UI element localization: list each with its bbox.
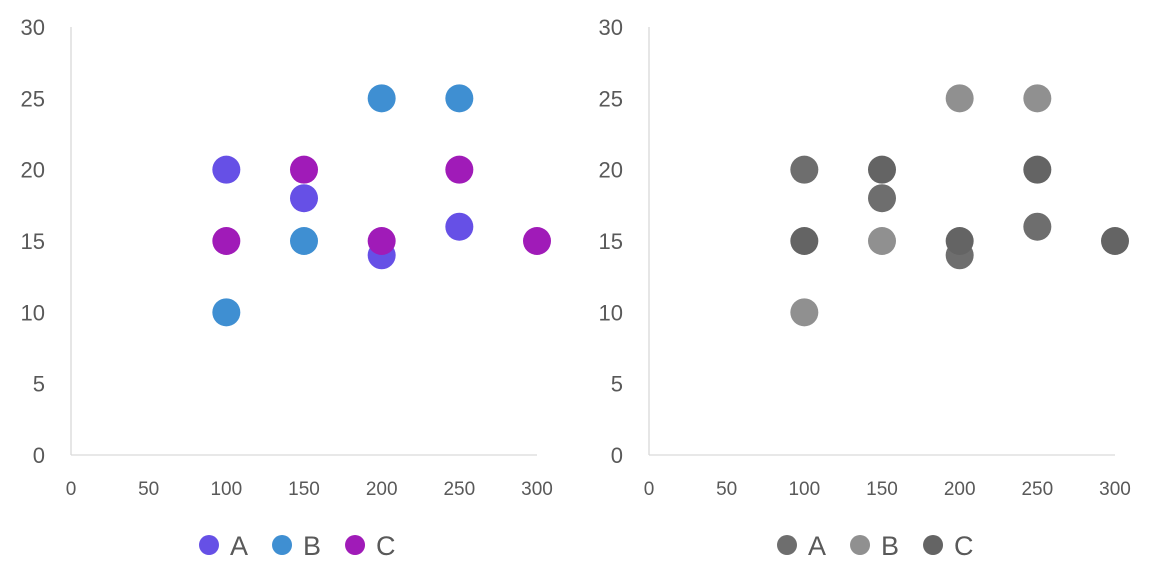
legend-marker-b [850, 535, 870, 555]
legend-label-c: C [376, 531, 396, 561]
x-tick-label: 200 [944, 479, 976, 500]
y-tick-label: 25 [599, 86, 623, 111]
x-tick-label: 150 [288, 479, 320, 500]
point-series-b [290, 227, 318, 255]
point-series-c [523, 227, 551, 255]
point-series-c [445, 156, 473, 184]
y-tick-label: 15 [21, 229, 45, 254]
point-series-c [868, 156, 896, 184]
x-tick-label: 300 [521, 479, 553, 500]
point-series-a [445, 213, 473, 241]
legend-marker-c [345, 535, 365, 555]
y-tick-label: 20 [599, 158, 623, 183]
x-tick-label: 150 [866, 479, 898, 500]
x-tick-label: 100 [788, 479, 820, 500]
legend-marker-a [777, 535, 797, 555]
y-tick-label: 10 [21, 300, 45, 325]
point-series-a [790, 156, 818, 184]
point-series-c [946, 227, 974, 255]
point-series-c [212, 227, 240, 255]
legend-item-b: B [272, 531, 321, 561]
point-series-c [368, 227, 396, 255]
point-series-a [290, 184, 318, 212]
y-tick-label: 10 [599, 300, 623, 325]
legend-item-b: B [850, 531, 899, 561]
y-tick-label: 30 [21, 15, 45, 40]
x-tick-label: 50 [716, 479, 737, 500]
point-series-c [1101, 227, 1129, 255]
point-series-b [212, 298, 240, 326]
legend-label-a: A [230, 531, 248, 561]
legend-label-a: A [808, 531, 826, 561]
point-series-b [868, 227, 896, 255]
x-tick-label: 0 [66, 479, 77, 500]
y-tick-label: 5 [33, 372, 45, 397]
legend-label-c: C [954, 531, 974, 561]
point-series-b [445, 84, 473, 112]
legend-item-a: A [777, 531, 826, 561]
point-series-c [1023, 156, 1051, 184]
legend-item-a: A [199, 531, 248, 561]
y-tick-label: 25 [21, 86, 45, 111]
point-series-a [212, 156, 240, 184]
point-series-c [290, 156, 318, 184]
x-tick-label: 50 [138, 479, 159, 500]
legend-item-c: C [923, 531, 974, 561]
x-tick-label: 0 [644, 479, 655, 500]
legend-item-c: C [345, 531, 396, 561]
y-tick-label: 5 [611, 372, 623, 397]
legend-marker-a [199, 535, 219, 555]
point-series-b [946, 84, 974, 112]
legend-marker-c [923, 535, 943, 555]
point-series-b [1023, 84, 1051, 112]
x-tick-label: 250 [443, 479, 475, 500]
x-tick-label: 300 [1099, 479, 1131, 500]
point-series-a [868, 184, 896, 212]
y-tick-label: 0 [611, 443, 623, 468]
point-series-b [368, 84, 396, 112]
point-series-b [790, 298, 818, 326]
legend-label-b: B [881, 531, 899, 561]
legend-marker-b [272, 535, 292, 555]
x-tick-label: 250 [1021, 479, 1053, 500]
legend-label-b: B [303, 531, 321, 561]
x-tick-label: 200 [366, 479, 398, 500]
y-tick-label: 20 [21, 158, 45, 183]
x-tick-label: 100 [210, 479, 242, 500]
y-tick-label: 15 [599, 229, 623, 254]
point-series-c [790, 227, 818, 255]
y-tick-label: 0 [33, 443, 45, 468]
point-series-a [1023, 213, 1051, 241]
y-tick-label: 30 [599, 15, 623, 40]
